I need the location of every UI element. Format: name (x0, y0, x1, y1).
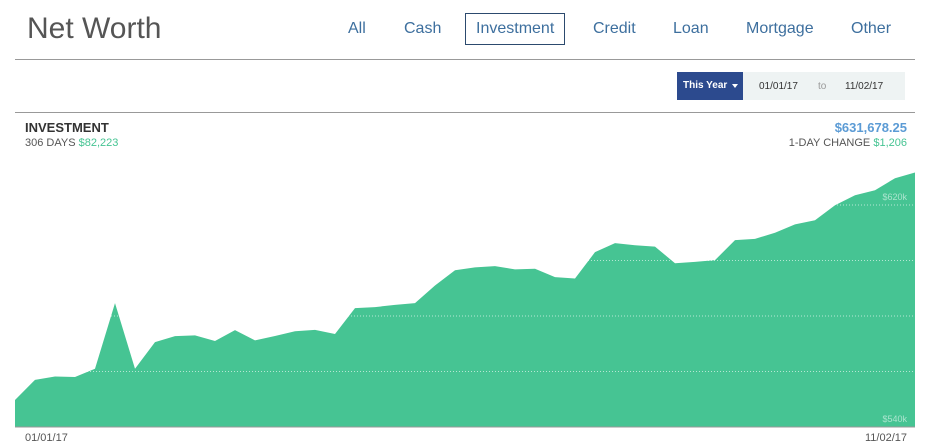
period: 306 DAYS (25, 137, 76, 149)
account-name: INVESTMENT (25, 120, 109, 135)
day-change-label: 1-DAY CHANGE (788, 137, 871, 149)
period-change: $82,223 (78, 137, 119, 149)
x-tick-label: 11/02/17 (865, 432, 907, 444)
preset-label: This Year (683, 80, 728, 91)
page-title: Net Worth (27, 12, 162, 45)
day-change-row: 1-DAY CHANGE $1,206 (789, 137, 907, 149)
tab[interactable]: Credit (593, 20, 636, 37)
day-change: $1,206 (873, 137, 907, 149)
y-tick-label: $620k (882, 192, 907, 202)
caret (732, 84, 738, 88)
date-separator: to (818, 81, 827, 92)
y-tick-label: $540k (882, 414, 907, 424)
divider (15, 112, 915, 113)
tab[interactable]: Loan (673, 20, 709, 37)
divider (15, 59, 915, 60)
tab[interactable]: Investment (465, 13, 566, 45)
end-date[interactable]: 11/02/17 (845, 81, 884, 92)
tab[interactable]: Other (851, 20, 892, 37)
balance: $631,678.25 (834, 120, 907, 135)
tab[interactable]: Mortgage (746, 20, 814, 37)
period-row: 306 DAYS $82,223 (25, 137, 118, 149)
start-date[interactable]: 01/01/17 (759, 81, 798, 92)
tab[interactable]: All (348, 20, 366, 37)
tab[interactable]: Cash (404, 20, 442, 37)
preset-dropdown[interactable]: This Year (677, 72, 743, 100)
x-tick-label: 01/01/17 (25, 432, 68, 444)
area (15, 172, 915, 427)
date-range: 01/01/17 to 11/02/17 (743, 72, 905, 100)
